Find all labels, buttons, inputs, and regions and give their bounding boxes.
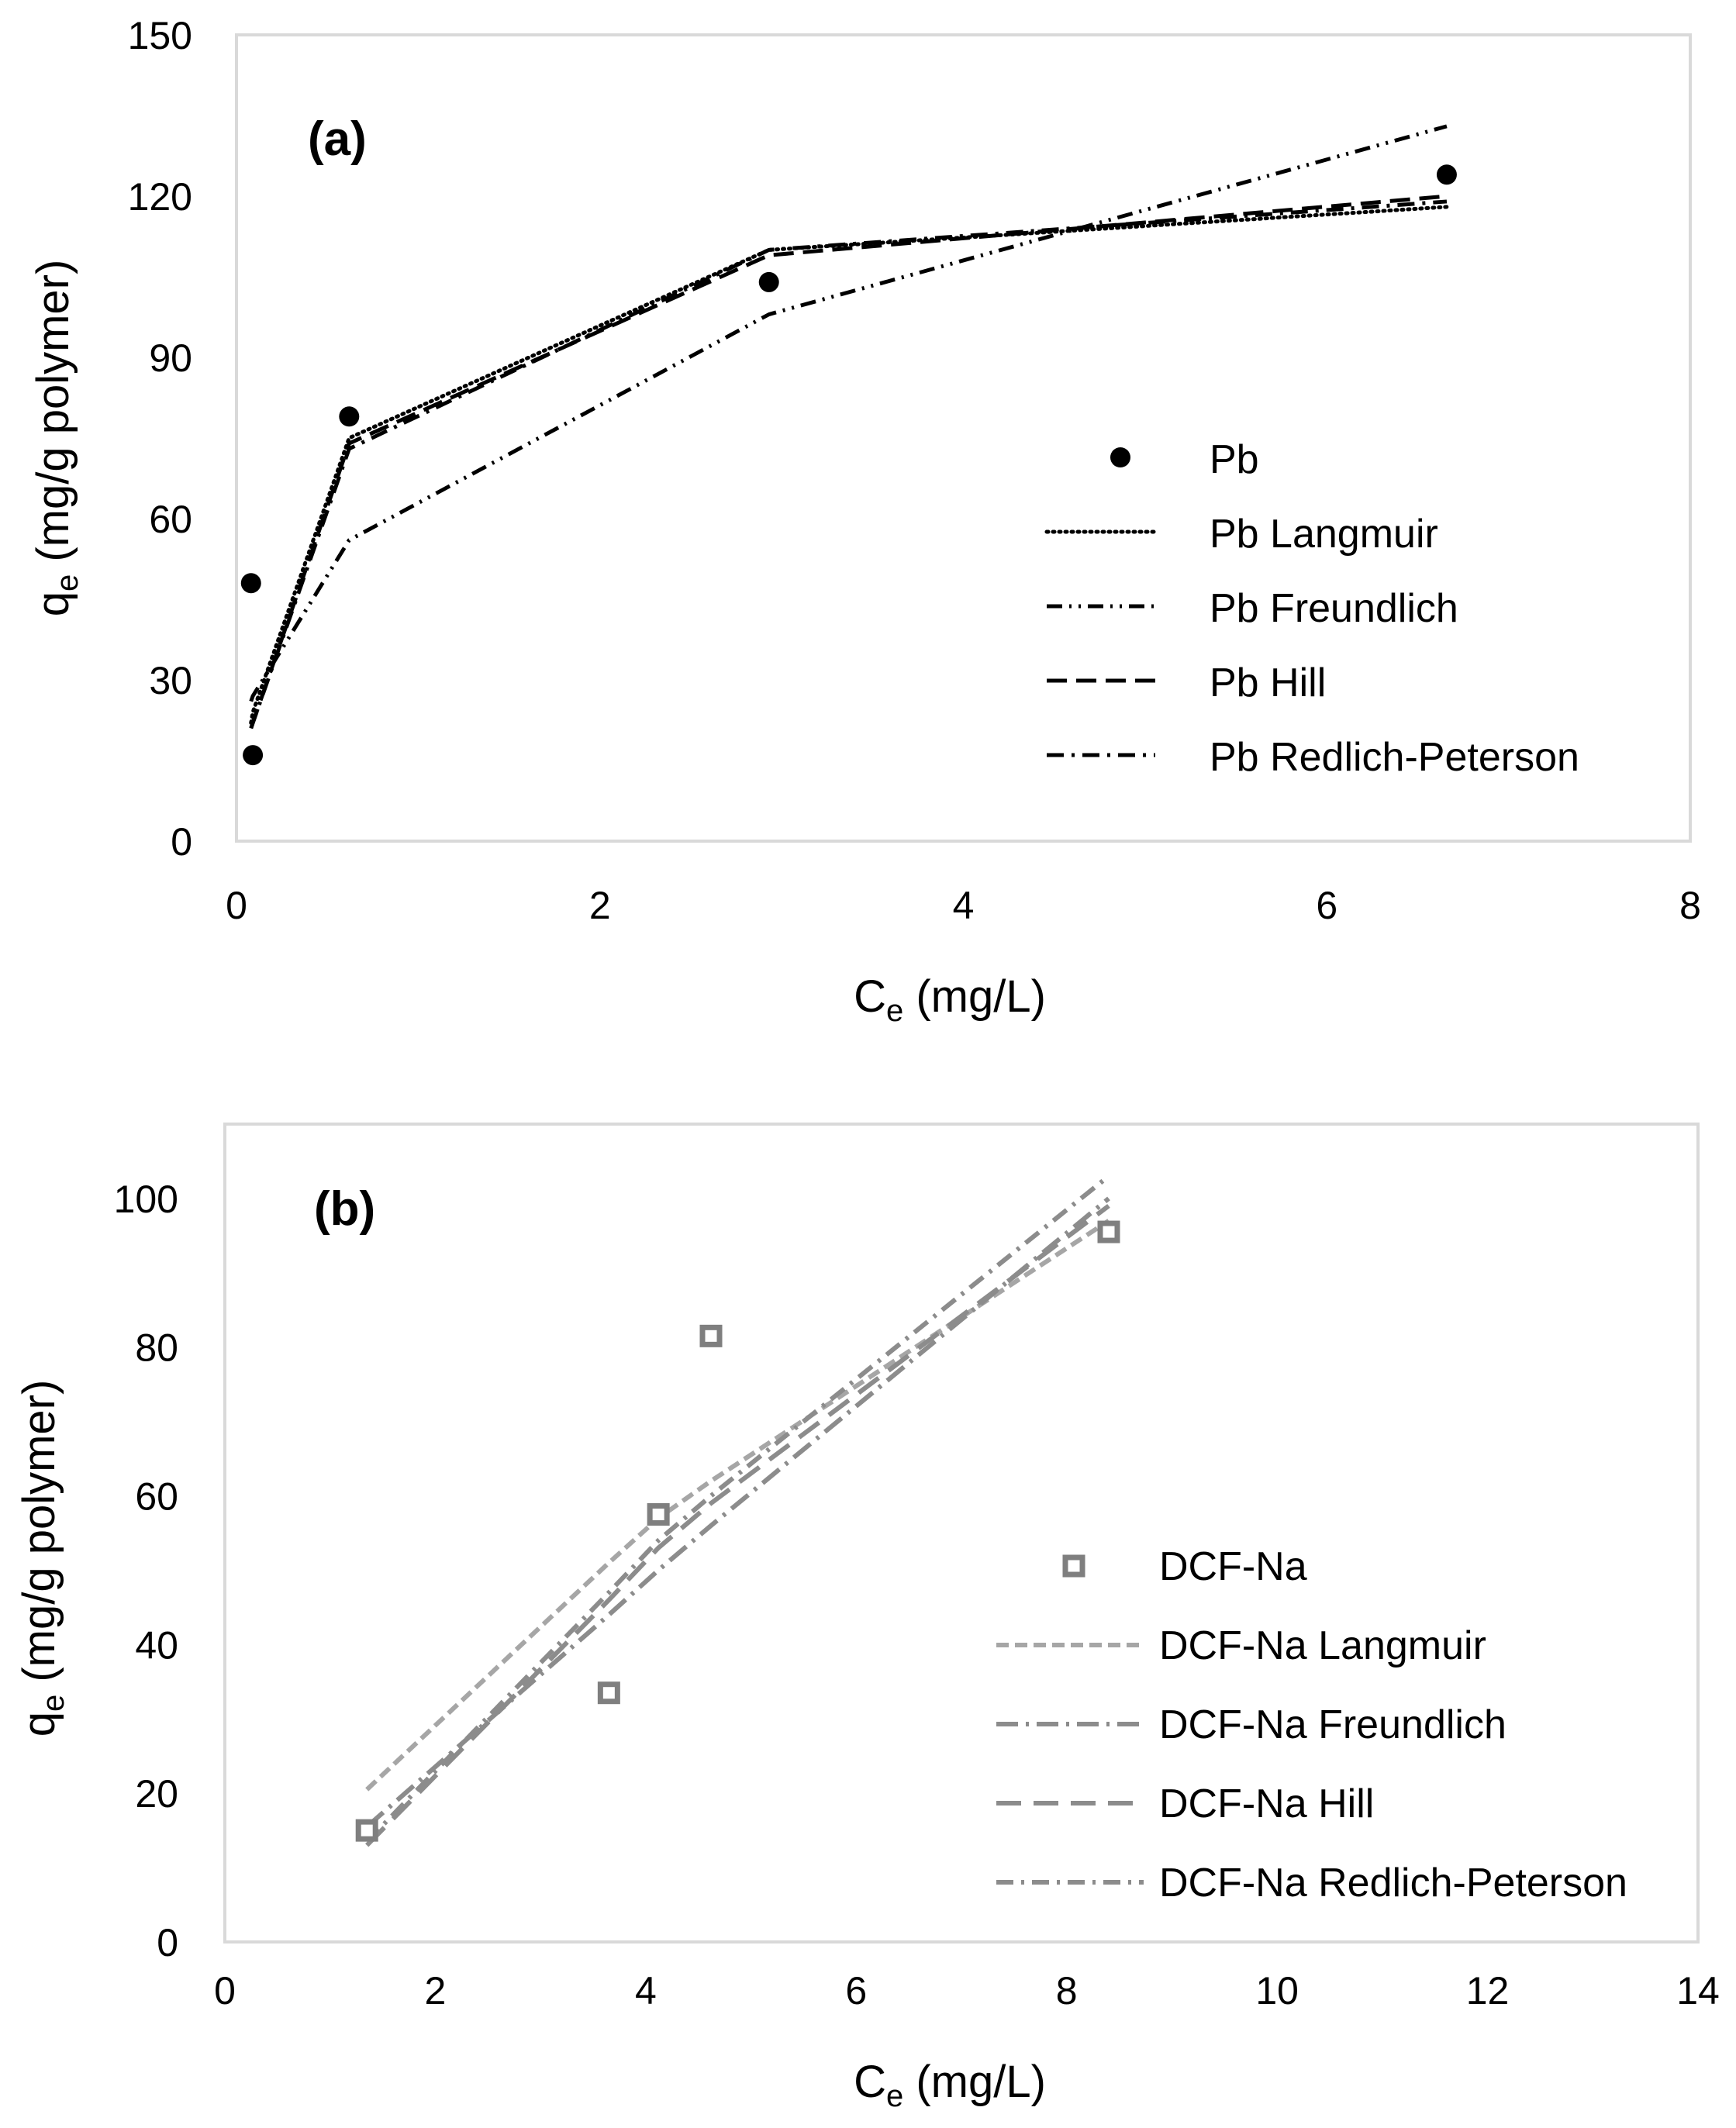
panel-b-x-tick-label: 12 (1466, 1969, 1510, 2012)
panel-a-x-tick-label: 4 (953, 884, 975, 927)
panel-a-data-point (758, 271, 779, 292)
panel-a-label: (a) (308, 112, 367, 166)
panel-a-legend-label: Pb Freundlich (1210, 586, 1458, 631)
panel-a-x-tick-label: 6 (1316, 884, 1337, 927)
panel-b-y-tick-label: 0 (157, 1921, 178, 1964)
panel-a-legend-marker (1110, 447, 1130, 467)
panel-b-data-point (1097, 1220, 1120, 1243)
panel-a-legend-label: Pb Redlich-Peterson (1210, 735, 1579, 780)
panel-a-legend-label: Pb Langmuir (1210, 512, 1438, 557)
panel-b-x-axis-label-main: C (854, 2057, 886, 2107)
panel-b-x-axis-label-sub: e (886, 2079, 903, 2113)
panel-a-y-axis-label: qe (mg/g polymer) (28, 260, 85, 617)
panel-b-x-tick-label: 2 (425, 1969, 447, 2012)
panel-a-y-tick-label: 120 (128, 175, 192, 219)
panel-b-y-tick-label: 100 (114, 1178, 178, 1221)
panel-a-y-axis-label-main: q (28, 591, 78, 616)
panel-a-x-axis-label: Ce (mg/L) (854, 971, 1046, 1028)
panel-a-y-tick-label: 0 (171, 820, 192, 864)
panel-a-x-axis-label-sub: e (886, 994, 903, 1028)
panel-a-series-line-2 (249, 124, 1448, 702)
panel-b-x-tick-label: 4 (635, 1969, 657, 2012)
panel-a-series-line-3 (249, 194, 1448, 729)
panel-b-legend-label: DCF-Na Langmuir (1159, 1623, 1486, 1668)
panel-a-legend: Pb Pb Langmuir Pb Freundlich Pb Hill Pb Redl… (1044, 437, 1579, 780)
panel-a-x-axis-label-rest: (mg/L) (903, 971, 1046, 1022)
panel-b-plot-frame (223, 1123, 1700, 1943)
panel-b-x-tick-label: 6 (845, 1969, 867, 2012)
panel-b-x-axis-label-rest: (mg/L) (903, 2057, 1046, 2107)
panel-b-legend-label: DCF-Na Hill (1159, 1781, 1374, 1826)
panel-b-y-axis-label-rest: (mg/g polymer) (14, 1380, 64, 1695)
panel-b-data-point (355, 1819, 378, 1842)
panel-b-y-tick-label: 20 (135, 1772, 178, 1816)
panel-b-y-axis-label-main: q (14, 1712, 64, 1737)
panel-b-legend-label: DCF-Na Redlich-Peterson (1159, 1861, 1627, 1906)
panel-b-y-tick-label: 40 (135, 1623, 178, 1667)
panel-a-y-tick-label: 60 (149, 498, 192, 541)
panel-a-data-point (240, 573, 261, 594)
panel-a-x-axis-label-main: C (854, 971, 886, 1022)
panel-b-x-tick-label: 10 (1255, 1969, 1299, 2012)
panel-b-chart: (b) 0 20 40 60 80 100 0 2 4 6 8 10 12 14 Ce (mg/L) q… (14, 1123, 1720, 2113)
panel-a-series-line-1 (249, 205, 1449, 725)
panel-a-y-tick-label: 30 (149, 659, 192, 702)
panel-a-x-tick-label: 8 (1679, 884, 1701, 927)
panel-b-y-axis-label-sub: e (36, 1695, 71, 1712)
panel-b-data-point (647, 1503, 670, 1526)
panel-a-data-point (1436, 164, 1457, 185)
panel-a-y-tick-label: 90 (149, 336, 192, 380)
panel-a-y-axis-label-rest: (mg/g polymer) (28, 260, 78, 574)
panel-b-legend-label: DCF-Na (1159, 1544, 1307, 1589)
panel-b-x-tick-label: 14 (1676, 1969, 1720, 2012)
panel-a-data-point (243, 745, 264, 766)
panel-a-y-axis-label-sub: e (50, 574, 85, 591)
panel-b-y-axis-label: qe (mg/g polymer) (14, 1380, 71, 1737)
panel-b-series-line-2 (365, 1196, 1110, 1829)
panel-a-y-tick-label: 150 (128, 14, 192, 57)
panel-b-y-tick-label: 80 (135, 1326, 178, 1370)
panel-b-x-tick-label: 8 (1056, 1969, 1078, 2012)
panel-b-series-line-4 (365, 1174, 1110, 1843)
panel-b-y-tick-label: 60 (135, 1475, 178, 1519)
panel-a-legend-label: Pb (1210, 437, 1259, 482)
panel-a-data-point (339, 406, 360, 427)
panel-b-series-line-3 (365, 1204, 1110, 1847)
panel-b-data-point (597, 1681, 620, 1705)
panel-a-x-tick-label: 2 (589, 884, 611, 927)
panel-b-legend-marker (1062, 1554, 1085, 1578)
panel-b-x-axis-label: Ce (mg/L) (854, 2057, 1046, 2113)
panel-a-series-line-4 (249, 199, 1448, 729)
panel-a-plot-frame (235, 33, 1692, 843)
panel-b-label: (b) (314, 1182, 375, 1236)
panel-b-legend: DCF-Na DCF-Na Langmuir DCF-Na Freundlich DC… (996, 1544, 1627, 1906)
panel-a-x-tick-label: 0 (226, 884, 247, 927)
panel-b-x-tick-label: 0 (214, 1969, 236, 2012)
panel-b-data-point (699, 1324, 723, 1347)
panel-a-legend-label: Pb Hill (1210, 660, 1326, 705)
panel-b-legend-label: DCF-Na Freundlich (1159, 1702, 1506, 1747)
